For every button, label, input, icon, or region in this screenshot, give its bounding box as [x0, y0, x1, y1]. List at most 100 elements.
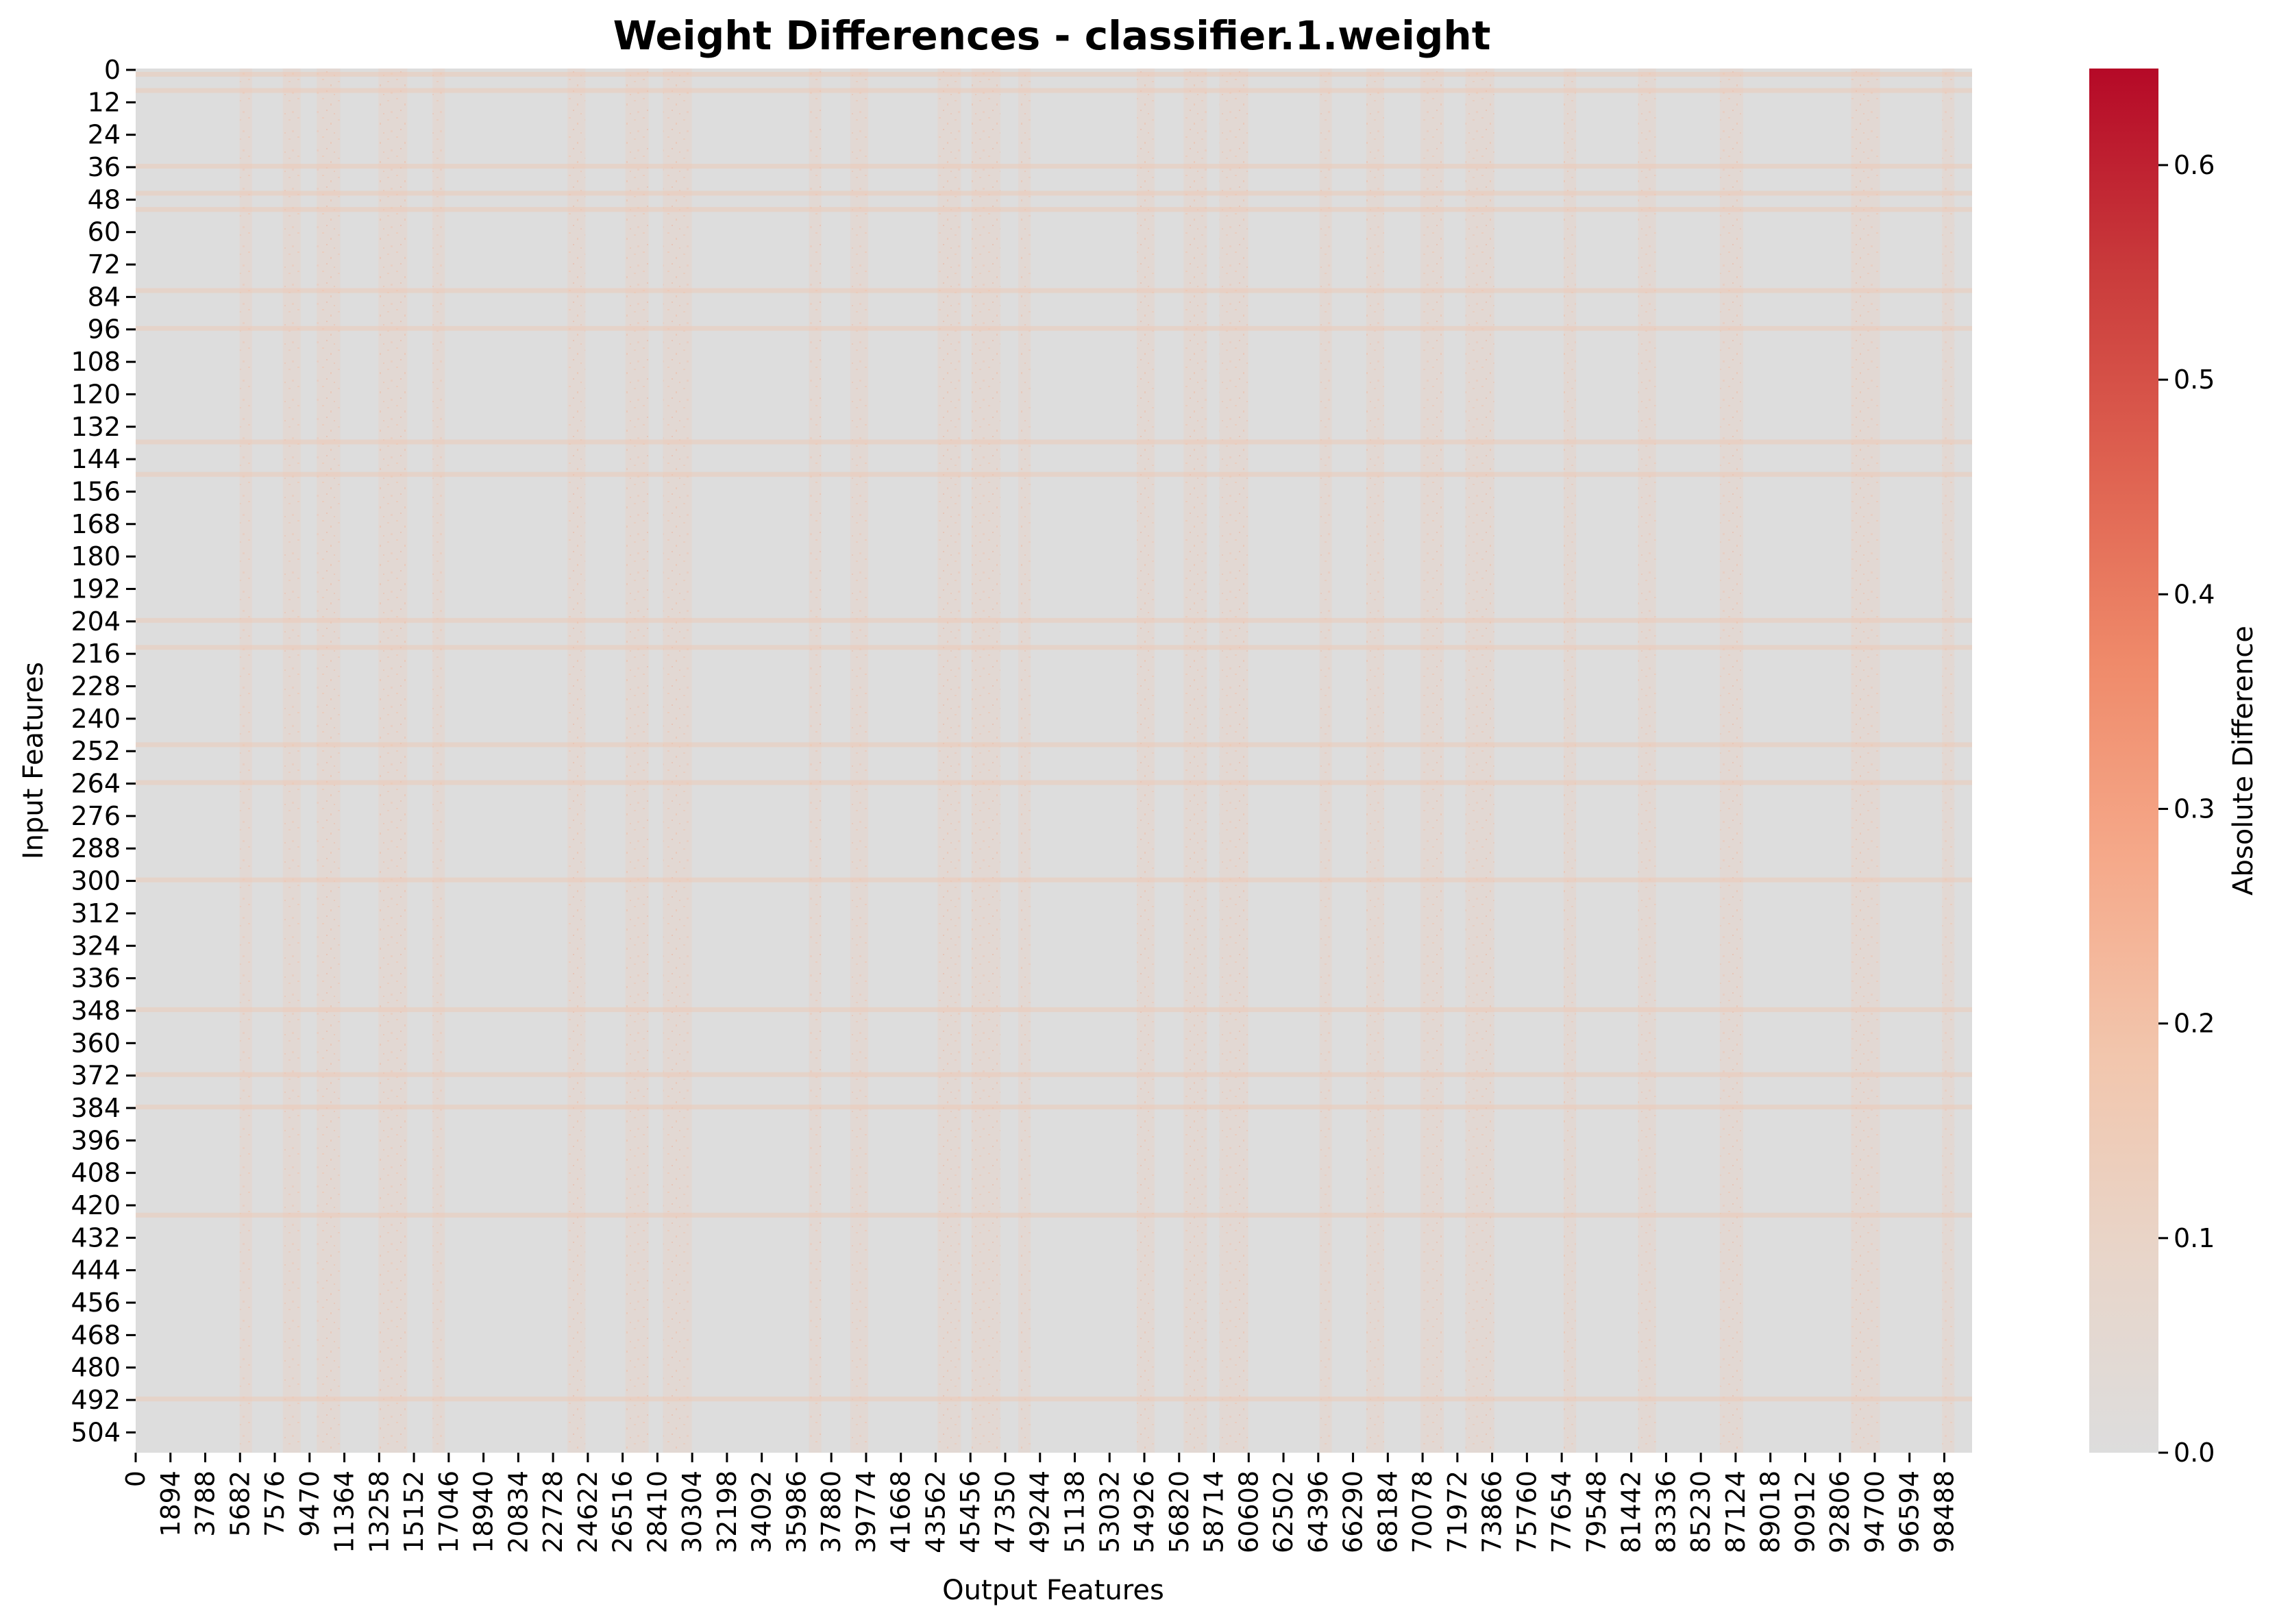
x-tick-label: 11364	[330, 1471, 360, 1553]
x-tick-label: 20834	[503, 1471, 533, 1553]
column-band	[239, 69, 252, 1453]
row-bands	[136, 71, 1972, 1402]
y-tick-label: 312	[71, 898, 121, 928]
row-band	[136, 877, 1972, 883]
row-band	[136, 71, 1972, 77]
column-band-tint	[378, 69, 408, 1453]
y-tick-label: 132	[71, 412, 121, 442]
colorbar-tick-label: 0.4	[2174, 579, 2215, 609]
y-tick-label: 276	[71, 801, 121, 831]
x-tick-label: 71972	[1442, 1471, 1473, 1553]
row-band	[136, 164, 1972, 169]
row-band	[136, 645, 1972, 650]
row-band	[136, 207, 1972, 212]
colorbar-label: Absolute Difference	[2228, 626, 2259, 896]
column-band	[282, 69, 301, 1453]
colorbar-tick-label: 0.3	[2174, 793, 2215, 824]
column-band-tint	[1319, 69, 1332, 1453]
heatmap-background	[136, 69, 1972, 1453]
column-band	[663, 69, 692, 1453]
y-tick-label: 384	[71, 1093, 121, 1123]
colorbar-tick-label: 0.5	[2174, 365, 2215, 395]
x-tick-label: 28410	[642, 1471, 672, 1553]
column-band-tint	[850, 69, 868, 1453]
column-band-tint	[1564, 69, 1577, 1453]
x-tick-label: 83336	[1651, 1471, 1681, 1553]
y-tick-label: 60	[88, 217, 121, 247]
heatmap-area	[136, 69, 1972, 1453]
y-tick-label: 156	[71, 476, 121, 506]
y-tick-label: 192	[71, 574, 121, 604]
x-tick-label: 15152	[399, 1471, 429, 1553]
column-band	[850, 69, 868, 1453]
row-band	[136, 780, 1972, 785]
y-tick-label: 168	[71, 509, 121, 539]
y-tick-label: 216	[71, 639, 121, 669]
column-band	[1420, 69, 1444, 1453]
column-band	[1183, 69, 1207, 1453]
row-band	[136, 1072, 1972, 1077]
y-tick-label: 228	[71, 672, 121, 702]
x-tick-label: 85230	[1686, 1471, 1716, 1553]
x-tick-label: 66290	[1338, 1471, 1368, 1553]
x-tick-label: 60608	[1233, 1471, 1264, 1553]
row-band	[136, 88, 1972, 93]
x-tick-label: 81442	[1616, 1471, 1647, 1553]
column-band	[971, 69, 1000, 1453]
row-band	[136, 617, 1972, 623]
x-tick-label: 58714	[1199, 1471, 1229, 1553]
column-band-tint	[282, 69, 301, 1453]
x-tick-label: 1894	[156, 1471, 186, 1537]
y-axis-ticks: 0122436486072849610812013214415616818019…	[71, 55, 136, 1447]
column-band-tint	[432, 69, 445, 1453]
x-tick-label: 89018	[1756, 1471, 1786, 1553]
column-band	[567, 69, 586, 1453]
y-tick-label: 108	[71, 347, 121, 377]
column-bands	[239, 69, 1955, 1453]
column-band	[1942, 69, 1955, 1453]
y-tick-label: 96	[88, 315, 121, 345]
y-tick-label: 72	[88, 249, 121, 280]
x-tick-label: 87124	[1721, 1471, 1751, 1553]
y-tick-label: 204	[71, 606, 121, 637]
column-band	[1137, 69, 1155, 1453]
x-tick-label: 13258	[364, 1471, 394, 1553]
row-band	[136, 742, 1972, 748]
column-band	[1319, 69, 1332, 1453]
column-band	[809, 69, 822, 1453]
x-tick-label: 75760	[1512, 1471, 1542, 1553]
y-tick-label: 48	[88, 184, 121, 214]
column-band-tint	[567, 69, 586, 1453]
column-band	[1018, 69, 1031, 1453]
row-band	[136, 288, 1972, 293]
row-band	[136, 1105, 1972, 1109]
y-tick-label: 84	[88, 282, 121, 312]
y-tick-label: 396	[71, 1125, 121, 1155]
x-tick-label: 7576	[260, 1471, 290, 1537]
column-band-tint	[809, 69, 822, 1453]
y-tick-label: 408	[71, 1158, 121, 1188]
y-tick-label: 24	[88, 120, 121, 150]
x-tick-label: 77654	[1547, 1471, 1577, 1553]
row-band	[136, 1212, 1972, 1218]
y-tick-label: 324	[71, 931, 121, 961]
x-tick-label: 0	[121, 1471, 151, 1487]
y-tick-label: 300	[71, 866, 121, 896]
y-tick-label: 252	[71, 736, 121, 766]
row-band	[136, 439, 1972, 445]
column-band	[1638, 69, 1656, 1453]
chart-title: Weight Differences - classifier.1.weight	[613, 12, 1491, 59]
x-tick-label: 56820	[1164, 1471, 1194, 1553]
x-tick-label: 17046	[434, 1471, 464, 1553]
row-band	[136, 1397, 1972, 1402]
column-band	[1465, 69, 1494, 1453]
y-tick-label: 36	[88, 152, 121, 182]
x-tick-label: 96594	[1895, 1471, 1925, 1553]
colorbar: 0.0 0.1 0.2 0.3 0.4 0.5 0.6 Absolute Differenc…	[2089, 69, 2259, 1468]
y-tick-label: 120	[71, 379, 121, 409]
colorbar-tick-label: 0.0	[2174, 1438, 2215, 1468]
y-tick-label: 180	[71, 541, 121, 571]
x-tick-label: 49244	[1025, 1471, 1055, 1553]
x-tick-label: 79548	[1581, 1471, 1612, 1553]
